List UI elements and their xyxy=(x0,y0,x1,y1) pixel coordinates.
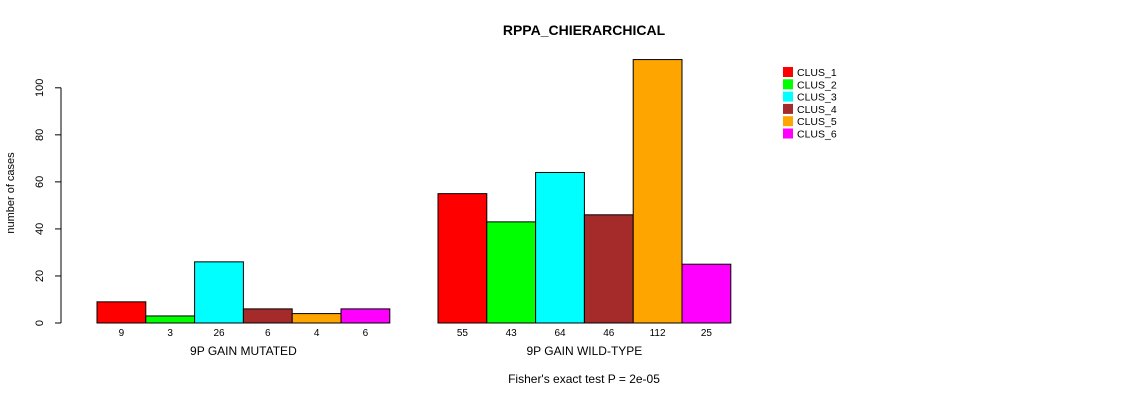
bar-count-label: 3 xyxy=(167,328,173,339)
legend-label: CLUS_6 xyxy=(797,129,837,141)
legend-swatch-clus2 xyxy=(783,79,793,90)
bar-count-label: 43 xyxy=(506,328,518,339)
legend-label: CLUS_2 xyxy=(797,79,837,91)
bar-count-label: 6 xyxy=(363,328,369,339)
bar-count-label: 9 xyxy=(119,328,125,339)
legend-swatch-clus1 xyxy=(783,67,793,77)
legend-swatch-clus3 xyxy=(783,91,793,102)
bar-clus5-group2 xyxy=(632,59,683,324)
group-label-1: 9P GAIN MUTATED xyxy=(190,344,297,358)
bar-clus1-group1 xyxy=(96,301,147,324)
y-tick-label: 0 xyxy=(34,320,46,326)
bar-clus1-group2 xyxy=(437,193,488,324)
bar-count-label: 26 xyxy=(213,328,225,339)
y-tick-label: 60 xyxy=(34,176,46,188)
legend-swatch-clus5 xyxy=(783,116,793,127)
bar-clus2-group2 xyxy=(486,221,537,324)
y-tick-label: 100 xyxy=(34,79,46,97)
chart-title: RPPA_CHIERARCHICAL xyxy=(503,22,666,38)
y-axis: 0 20 40 60 80 100 xyxy=(34,79,62,326)
bar-clus5-group1 xyxy=(291,313,342,324)
bar-count-label: 112 xyxy=(650,328,666,339)
bar-count-label: 25 xyxy=(701,328,713,339)
bar-count-label: 4 xyxy=(314,328,320,339)
y-tick-label: 20 xyxy=(34,270,46,282)
legend-label: CLUS_1 xyxy=(797,67,837,79)
bar-clus6-group2 xyxy=(681,263,732,324)
fisher-test-footnote: Fisher's exact test P = 2e-05 xyxy=(508,372,660,386)
bar-count-label: 64 xyxy=(554,328,566,339)
legend-label: CLUS_4 xyxy=(797,104,837,116)
y-axis-label: number of cases xyxy=(5,152,17,234)
bar-clus3-group1 xyxy=(194,261,244,324)
bar-clus2-group1 xyxy=(145,315,196,324)
legend-label: CLUS_5 xyxy=(797,116,837,128)
y-tick-label: 80 xyxy=(34,129,46,141)
bar-count-label: 55 xyxy=(457,328,469,339)
bar-clus6-group1 xyxy=(340,308,391,324)
bar-clus4-group2 xyxy=(583,214,634,324)
bar-count-label: 46 xyxy=(603,328,615,339)
y-tick-label: 40 xyxy=(34,223,46,235)
legend-swatch-clus6 xyxy=(783,128,793,139)
bar-clus4-group1 xyxy=(242,308,293,324)
bars xyxy=(96,59,732,324)
bar-clus3-group2 xyxy=(535,171,585,324)
group-label-2: 9P GAIN WILD-TYPE xyxy=(526,344,642,358)
legend-label: CLUS_3 xyxy=(797,92,837,104)
bar-count-label: 6 xyxy=(265,328,271,339)
legend-swatch-clus4 xyxy=(783,103,793,114)
